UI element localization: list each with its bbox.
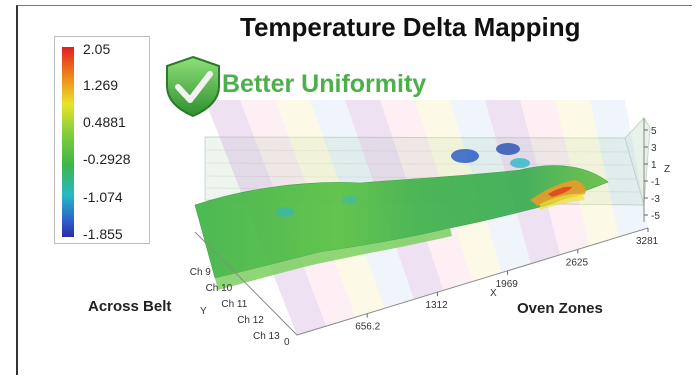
x-axis-label: X xyxy=(490,288,497,299)
z-axis-label: Z xyxy=(664,164,670,175)
x-tick-label: 2625 xyxy=(566,257,589,268)
z-tick-label: 1 xyxy=(651,160,657,171)
z-tick-label: -3 xyxy=(651,194,660,205)
temperature-surface xyxy=(194,143,609,290)
x-tick-label: 3281 xyxy=(636,236,659,247)
z-tick-label: 5 xyxy=(651,126,657,137)
colorbar-label: -1.855 xyxy=(83,226,123,242)
x-tick-label: 1969 xyxy=(496,279,519,290)
badge-text: Better Uniformity xyxy=(222,70,427,98)
colorbar-legend: 2.05 1.269 0.4881 -0.2928 -1.074 -1.855 xyxy=(54,36,150,244)
axis-box xyxy=(194,118,649,336)
colorbar-label: 0.4881 xyxy=(83,114,126,130)
z-tick-label: -1 xyxy=(651,177,660,188)
across-belt-label: Across Belt xyxy=(88,298,172,315)
y-tick-label: Ch 11 xyxy=(221,299,247,310)
x-tick-label: 656.2 xyxy=(355,322,380,333)
colorbar-gradient xyxy=(62,47,74,237)
y-tick-label: 0 xyxy=(284,337,290,348)
z-tick-label: 3 xyxy=(651,143,657,154)
colorbar-label: 1.269 xyxy=(83,77,119,93)
y-tick-label: Ch 13 xyxy=(253,331,280,342)
oven-zones-label: Oven Zones xyxy=(517,300,603,317)
x-tick-label: 1312 xyxy=(425,300,448,311)
colorbar-label: -1.074 xyxy=(83,189,123,205)
y-axis-label: Y xyxy=(200,306,207,317)
chart-title: Temperature Delta Mapping xyxy=(240,12,581,42)
y-tick-label: Ch 10 xyxy=(206,283,233,294)
y-tick-label: Ch 9 xyxy=(190,267,212,278)
y-tick-label: Ch 12 xyxy=(237,315,264,326)
colorbar-label: -0.2928 xyxy=(83,151,131,167)
axis-ticks: 656.2 1312 1969 2625 3281 X Ch 9 Ch 10 Ch 11 Ch 1… xyxy=(190,126,670,348)
shield-check-icon xyxy=(166,55,220,118)
colorbar-label: 2.05 xyxy=(83,41,111,57)
z-tick-label: -5 xyxy=(651,211,660,222)
zone-band xyxy=(590,100,648,237)
